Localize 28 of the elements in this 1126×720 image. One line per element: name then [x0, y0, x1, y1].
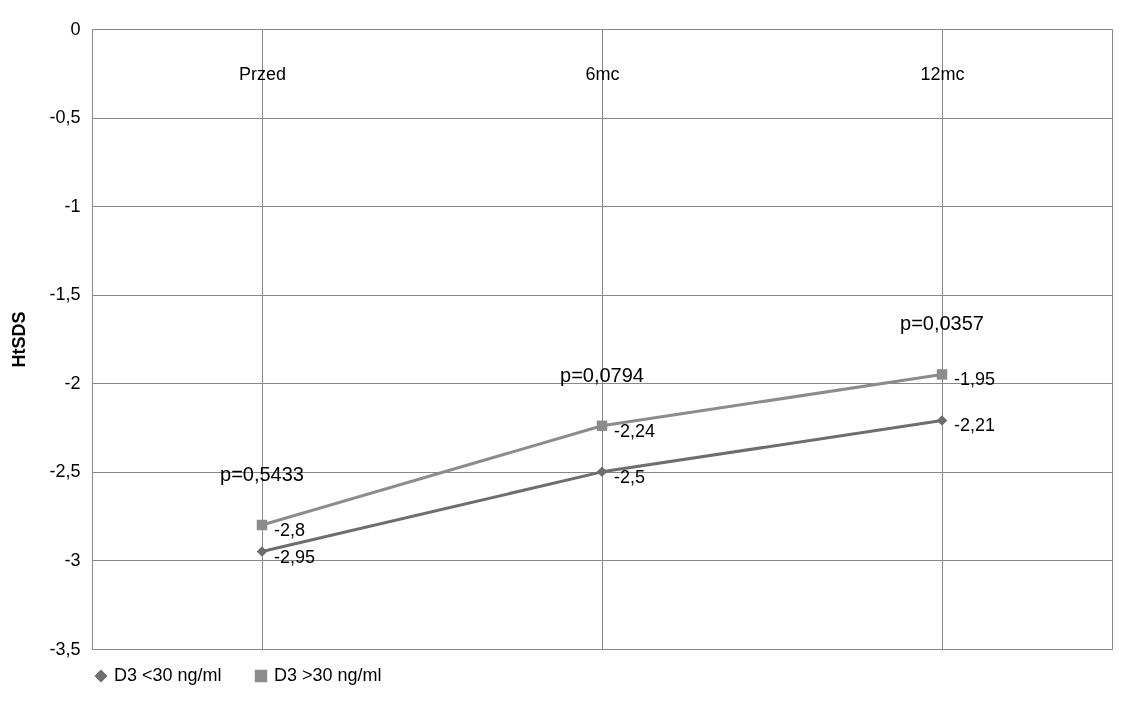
annotation: p=0,0357	[900, 312, 984, 335]
data-label: -2,95	[274, 546, 316, 567]
x-tick-label: Przed	[238, 63, 287, 84]
data-label: -2,21	[954, 415, 996, 436]
y-tick-label: -1,5	[49, 284, 81, 305]
point	[936, 415, 948, 426]
x-tick-label: 6mc	[585, 63, 620, 84]
data-label: -2,24	[614, 420, 656, 441]
y-tick-label: -3	[64, 549, 81, 570]
y-tick-label: -2	[64, 372, 81, 393]
point	[256, 546, 268, 557]
y-tick-label: -0,5	[49, 107, 81, 128]
data-label: -2,8	[274, 520, 306, 540]
y-tick-label: -1	[64, 195, 81, 216]
y-tick-label: -2,5	[49, 461, 81, 482]
legend-label: D3 >30 ng/ml	[274, 665, 382, 685]
data-label: -2,5	[614, 466, 646, 487]
legend-label: D3 <30 ng/ml	[114, 665, 222, 685]
data-label: -1,95	[954, 369, 996, 390]
x-tick-label: 12mc	[920, 63, 965, 84]
annotation: p=0,5433	[220, 463, 304, 485]
point	[936, 369, 948, 380]
y-axis-title: HtSDS	[9, 311, 30, 368]
y-tick-label: -3,5	[49, 638, 81, 659]
annotation: p=0,0794	[560, 363, 644, 386]
y-tick-label: 0	[70, 18, 81, 39]
point	[596, 420, 608, 432]
point	[256, 519, 268, 531]
